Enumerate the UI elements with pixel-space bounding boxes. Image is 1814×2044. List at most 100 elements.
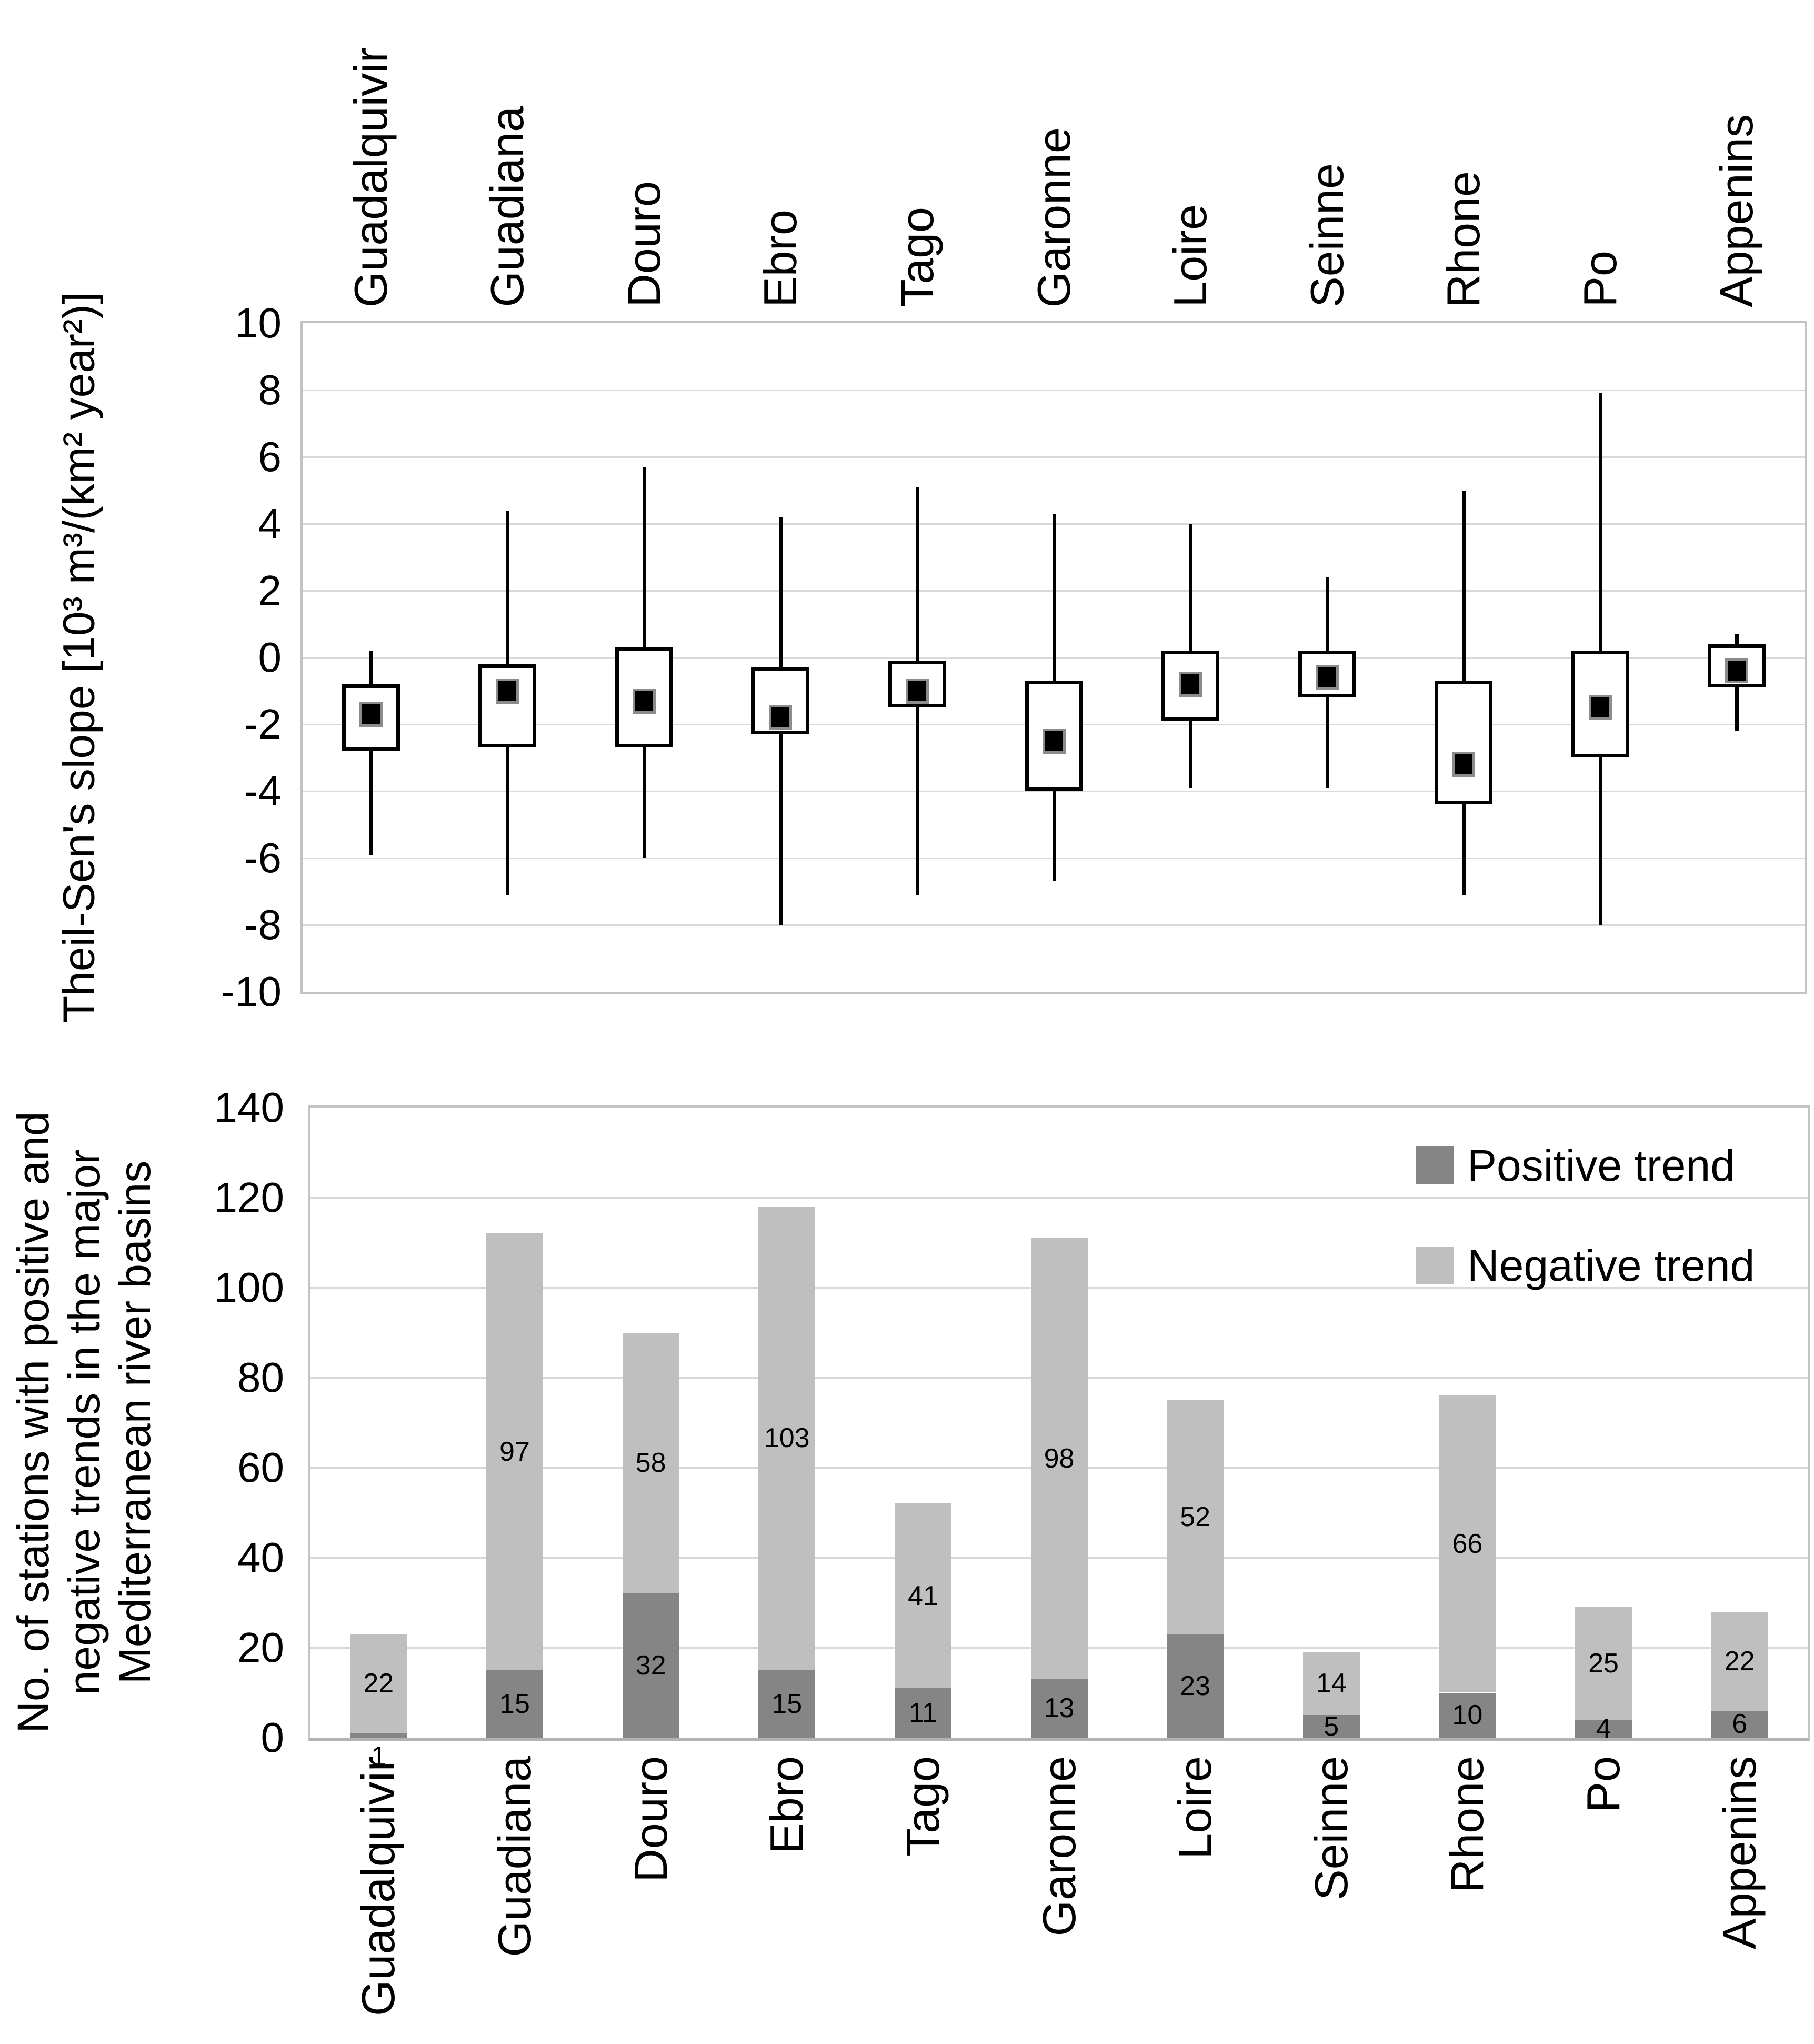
positive-trend-bar-segment <box>758 1670 816 1738</box>
mean-marker <box>1588 695 1612 721</box>
category-label: Guadalquivir <box>352 1756 405 2017</box>
negative-value-label: 41 <box>907 1580 938 1611</box>
positive-trend-bar-segment <box>1167 1634 1224 1738</box>
positive-value-label: 5 <box>1324 1711 1339 1742</box>
negative-trend-bar-segment <box>894 1503 951 1688</box>
negative-value-label: 58 <box>635 1448 666 1479</box>
positive-trend-bar-segment <box>486 1670 543 1738</box>
y-tick-label: -6 <box>244 834 282 881</box>
mean-marker <box>1452 752 1476 777</box>
positive-trend-bar-segment <box>1711 1710 1768 1738</box>
mean-marker <box>905 678 929 704</box>
category-label: Loire <box>1164 204 1217 307</box>
mean-marker <box>1315 665 1339 691</box>
positive-value-label: 15 <box>499 1688 530 1719</box>
mean-marker <box>359 701 383 727</box>
negative-value-label: 14 <box>1316 1668 1347 1699</box>
y-tick-label: 100 <box>214 1264 284 1311</box>
bottom-y-axis-title: No. of stations with positive and negati… <box>8 1111 160 1733</box>
category-label: Garonne <box>1027 127 1080 307</box>
category-label: Guadiana <box>481 106 534 307</box>
mean-marker <box>1179 671 1202 697</box>
negative-value-label: 103 <box>764 1423 810 1454</box>
category-label: Seinne <box>1305 1756 1357 1901</box>
category-label: Ebro <box>754 210 807 307</box>
gridline <box>303 924 1805 926</box>
y-tick-label: 0 <box>260 1714 285 1761</box>
positive-trend-bar-segment <box>1575 1719 1632 1738</box>
legend-label-negative: Negative trend <box>1467 1241 1755 1290</box>
whisker-line <box>369 651 373 855</box>
category-label: Guadiana <box>488 1756 540 1957</box>
y-tick-label: 80 <box>237 1354 284 1401</box>
y-tick-label: 0 <box>258 634 282 681</box>
y-tick-label: 6 <box>258 433 282 480</box>
negative-trend-bar-segment <box>1302 1652 1360 1716</box>
negative-trend-bar-segment <box>758 1207 816 1670</box>
box <box>478 664 537 748</box>
negative-trend-bar-segment <box>350 1634 407 1733</box>
legend-label-positive: Positive trend <box>1467 1141 1735 1190</box>
negative-trend-bar-segment <box>622 1332 679 1594</box>
negative-trend-bar-segment <box>1711 1611 1768 1711</box>
negative-value-label: 97 <box>499 1437 530 1468</box>
legend: Positive trend Negative trend <box>1416 1136 1755 1336</box>
negative-trend-bar-segment <box>1439 1395 1496 1693</box>
positive-trend-bar-segment <box>622 1593 679 1738</box>
gridline <box>310 1197 1808 1199</box>
positive-trend-swatch-icon <box>1416 1146 1454 1184</box>
category-label: Rhone <box>1441 1756 1494 1893</box>
positive-value-label: 11 <box>908 1697 937 1728</box>
legend-entry-negative: Negative trend <box>1416 1236 1755 1295</box>
negative-trend-bar-segment <box>1575 1607 1632 1720</box>
gridline <box>303 390 1805 391</box>
category-label: Douro <box>617 181 670 307</box>
box <box>1435 681 1493 805</box>
category-label: Seinne <box>1300 163 1353 307</box>
negative-trend-bar-segment <box>1167 1400 1224 1634</box>
mean-marker <box>1725 658 1749 684</box>
negative-trend-swatch-icon <box>1416 1247 1454 1284</box>
y-tick-label: 20 <box>237 1624 284 1671</box>
gridline <box>303 456 1805 458</box>
category-label: Garonne <box>1033 1756 1085 1937</box>
positive-value-label: 32 <box>635 1650 666 1681</box>
y-tick-label: 40 <box>237 1534 284 1581</box>
y-tick-label: 140 <box>214 1084 284 1131</box>
positive-trend-bar-segment <box>1302 1715 1360 1738</box>
category-label: Tago <box>890 207 943 307</box>
y-tick-label: 120 <box>214 1174 284 1221</box>
positive-value-label: 23 <box>1180 1670 1211 1701</box>
y-tick-label: -4 <box>244 767 282 814</box>
negative-value-label: 25 <box>1588 1648 1619 1679</box>
mean-marker <box>1042 728 1066 754</box>
category-label: Appenins <box>1713 1756 1766 1949</box>
negative-value-label: 98 <box>1044 1443 1075 1474</box>
negative-value-label: 22 <box>1724 1646 1755 1677</box>
category-label: Ebro <box>760 1756 813 1854</box>
category-label: Tago <box>896 1756 949 1857</box>
category-label: Loire <box>1169 1756 1221 1859</box>
positive-trend-bar-segment <box>894 1688 951 1738</box>
positive-value-label: 1 <box>370 1741 386 1772</box>
mean-marker <box>632 688 656 714</box>
category-label: Appenins <box>1710 114 1763 307</box>
legend-entry-positive: Positive trend <box>1416 1136 1755 1195</box>
y-tick-label: 4 <box>258 500 282 547</box>
positive-trend-bar-segment <box>1030 1679 1088 1738</box>
positive-value-label: 10 <box>1452 1700 1483 1731</box>
positive-trend-bar-segment <box>1439 1692 1496 1738</box>
positive-value-label: 6 <box>1732 1709 1748 1740</box>
negative-value-label: 52 <box>1180 1502 1211 1533</box>
y-tick-label: 10 <box>235 300 282 346</box>
negative-trend-bar-segment <box>1030 1238 1088 1679</box>
bottom-plot-area: 22 1 97 15 58 32 103 15 41 11 98 13 52 23 14 5 66 10 25 4 22… <box>308 1105 1810 1770</box>
category-label: Guadalquivir <box>344 47 397 307</box>
negative-value-label: 66 <box>1452 1529 1483 1560</box>
y-tick-label: -10 <box>221 968 282 1015</box>
top-plot-area <box>300 321 1807 994</box>
top-y-axis-title: Theil-Sen's slope [10³ m³/(km² year²)] <box>54 292 104 1023</box>
category-label: Rhone <box>1437 171 1490 307</box>
positive-value-label: 4 <box>1596 1713 1611 1744</box>
